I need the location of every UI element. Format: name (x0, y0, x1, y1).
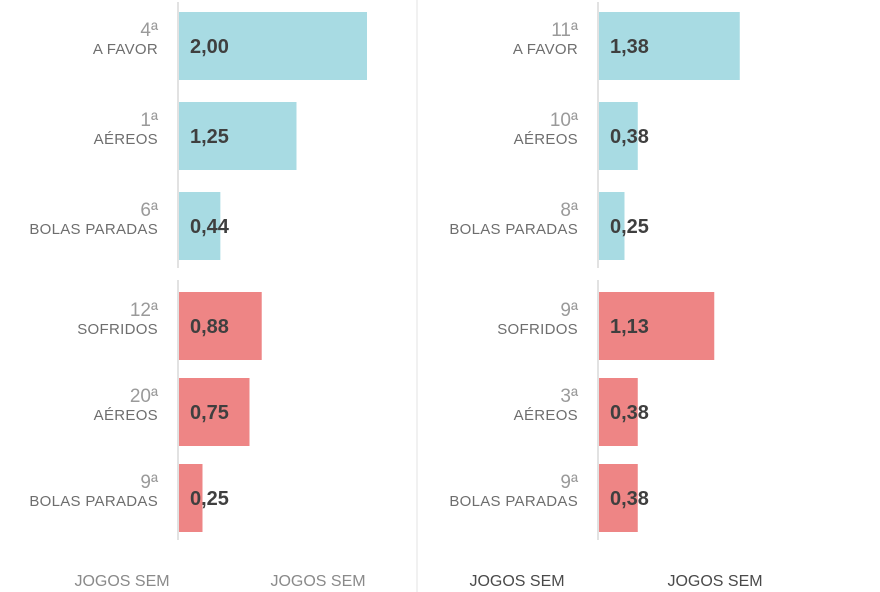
data-label: 0,38 (610, 488, 649, 510)
footer-label: JOGOS SEM (74, 573, 169, 590)
footer-label: JOGOS SEM (469, 573, 564, 590)
bar-negative (179, 378, 250, 446)
category-label: AÉREOS (94, 407, 158, 424)
rank-label: 3ª (560, 386, 579, 407)
category-label: AÉREOS (94, 131, 158, 148)
category-label: BOLAS PARADAS (29, 221, 158, 238)
bar-negative (599, 378, 638, 446)
data-label: 0,25 (610, 216, 649, 238)
rank-label: 6ª (140, 200, 159, 221)
footer-label: JOGOS SEM (270, 573, 365, 590)
category-label: BOLAS PARADAS (449, 221, 578, 238)
category-label: AÉREOS (514, 131, 578, 148)
rank-label: 12ª (130, 300, 159, 321)
rank-label: 9ª (560, 472, 579, 493)
data-label: 0,38 (610, 126, 649, 148)
rank-label: 8ª (560, 200, 579, 221)
data-label: 0,88 (190, 316, 229, 338)
data-label: 1,25 (190, 126, 229, 148)
bar-negative (599, 464, 638, 532)
bar-positive (599, 192, 625, 260)
rank-label: 9ª (140, 472, 159, 493)
data-label: 0,38 (610, 402, 649, 424)
category-label: SOFRIDOS (497, 321, 578, 338)
category-label: AÉREOS (514, 407, 578, 424)
category-label: A FAVOR (513, 41, 578, 58)
data-label: 0,75 (190, 402, 229, 424)
bar-negative (179, 464, 203, 532)
bar-positive (179, 102, 297, 170)
bar-positive (179, 12, 367, 80)
category-label: BOLAS PARADAS (29, 493, 158, 510)
bar-negative (179, 292, 262, 360)
rank-label: 10ª (550, 110, 579, 131)
bar-positive (179, 192, 221, 260)
rank-label: 1ª (140, 110, 159, 131)
data-label: 0,44 (190, 216, 230, 238)
category-label: BOLAS PARADAS (449, 493, 578, 510)
bar-negative (599, 292, 715, 360)
rank-label: 20ª (130, 386, 159, 407)
category-label: A FAVOR (93, 41, 158, 58)
category-label: SOFRIDOS (77, 321, 158, 338)
rank-label: 9ª (560, 300, 579, 321)
data-label: 1,13 (610, 316, 649, 338)
footer-label: JOGOS SEM (667, 573, 762, 590)
rank-label: 11ª (551, 20, 579, 41)
rank-label: 4ª (140, 20, 159, 41)
data-label: 1,38 (610, 36, 649, 58)
bar-positive (599, 12, 740, 80)
data-label: 2,00 (190, 36, 229, 58)
bar-positive (599, 102, 638, 170)
data-label: 0,25 (190, 488, 229, 510)
